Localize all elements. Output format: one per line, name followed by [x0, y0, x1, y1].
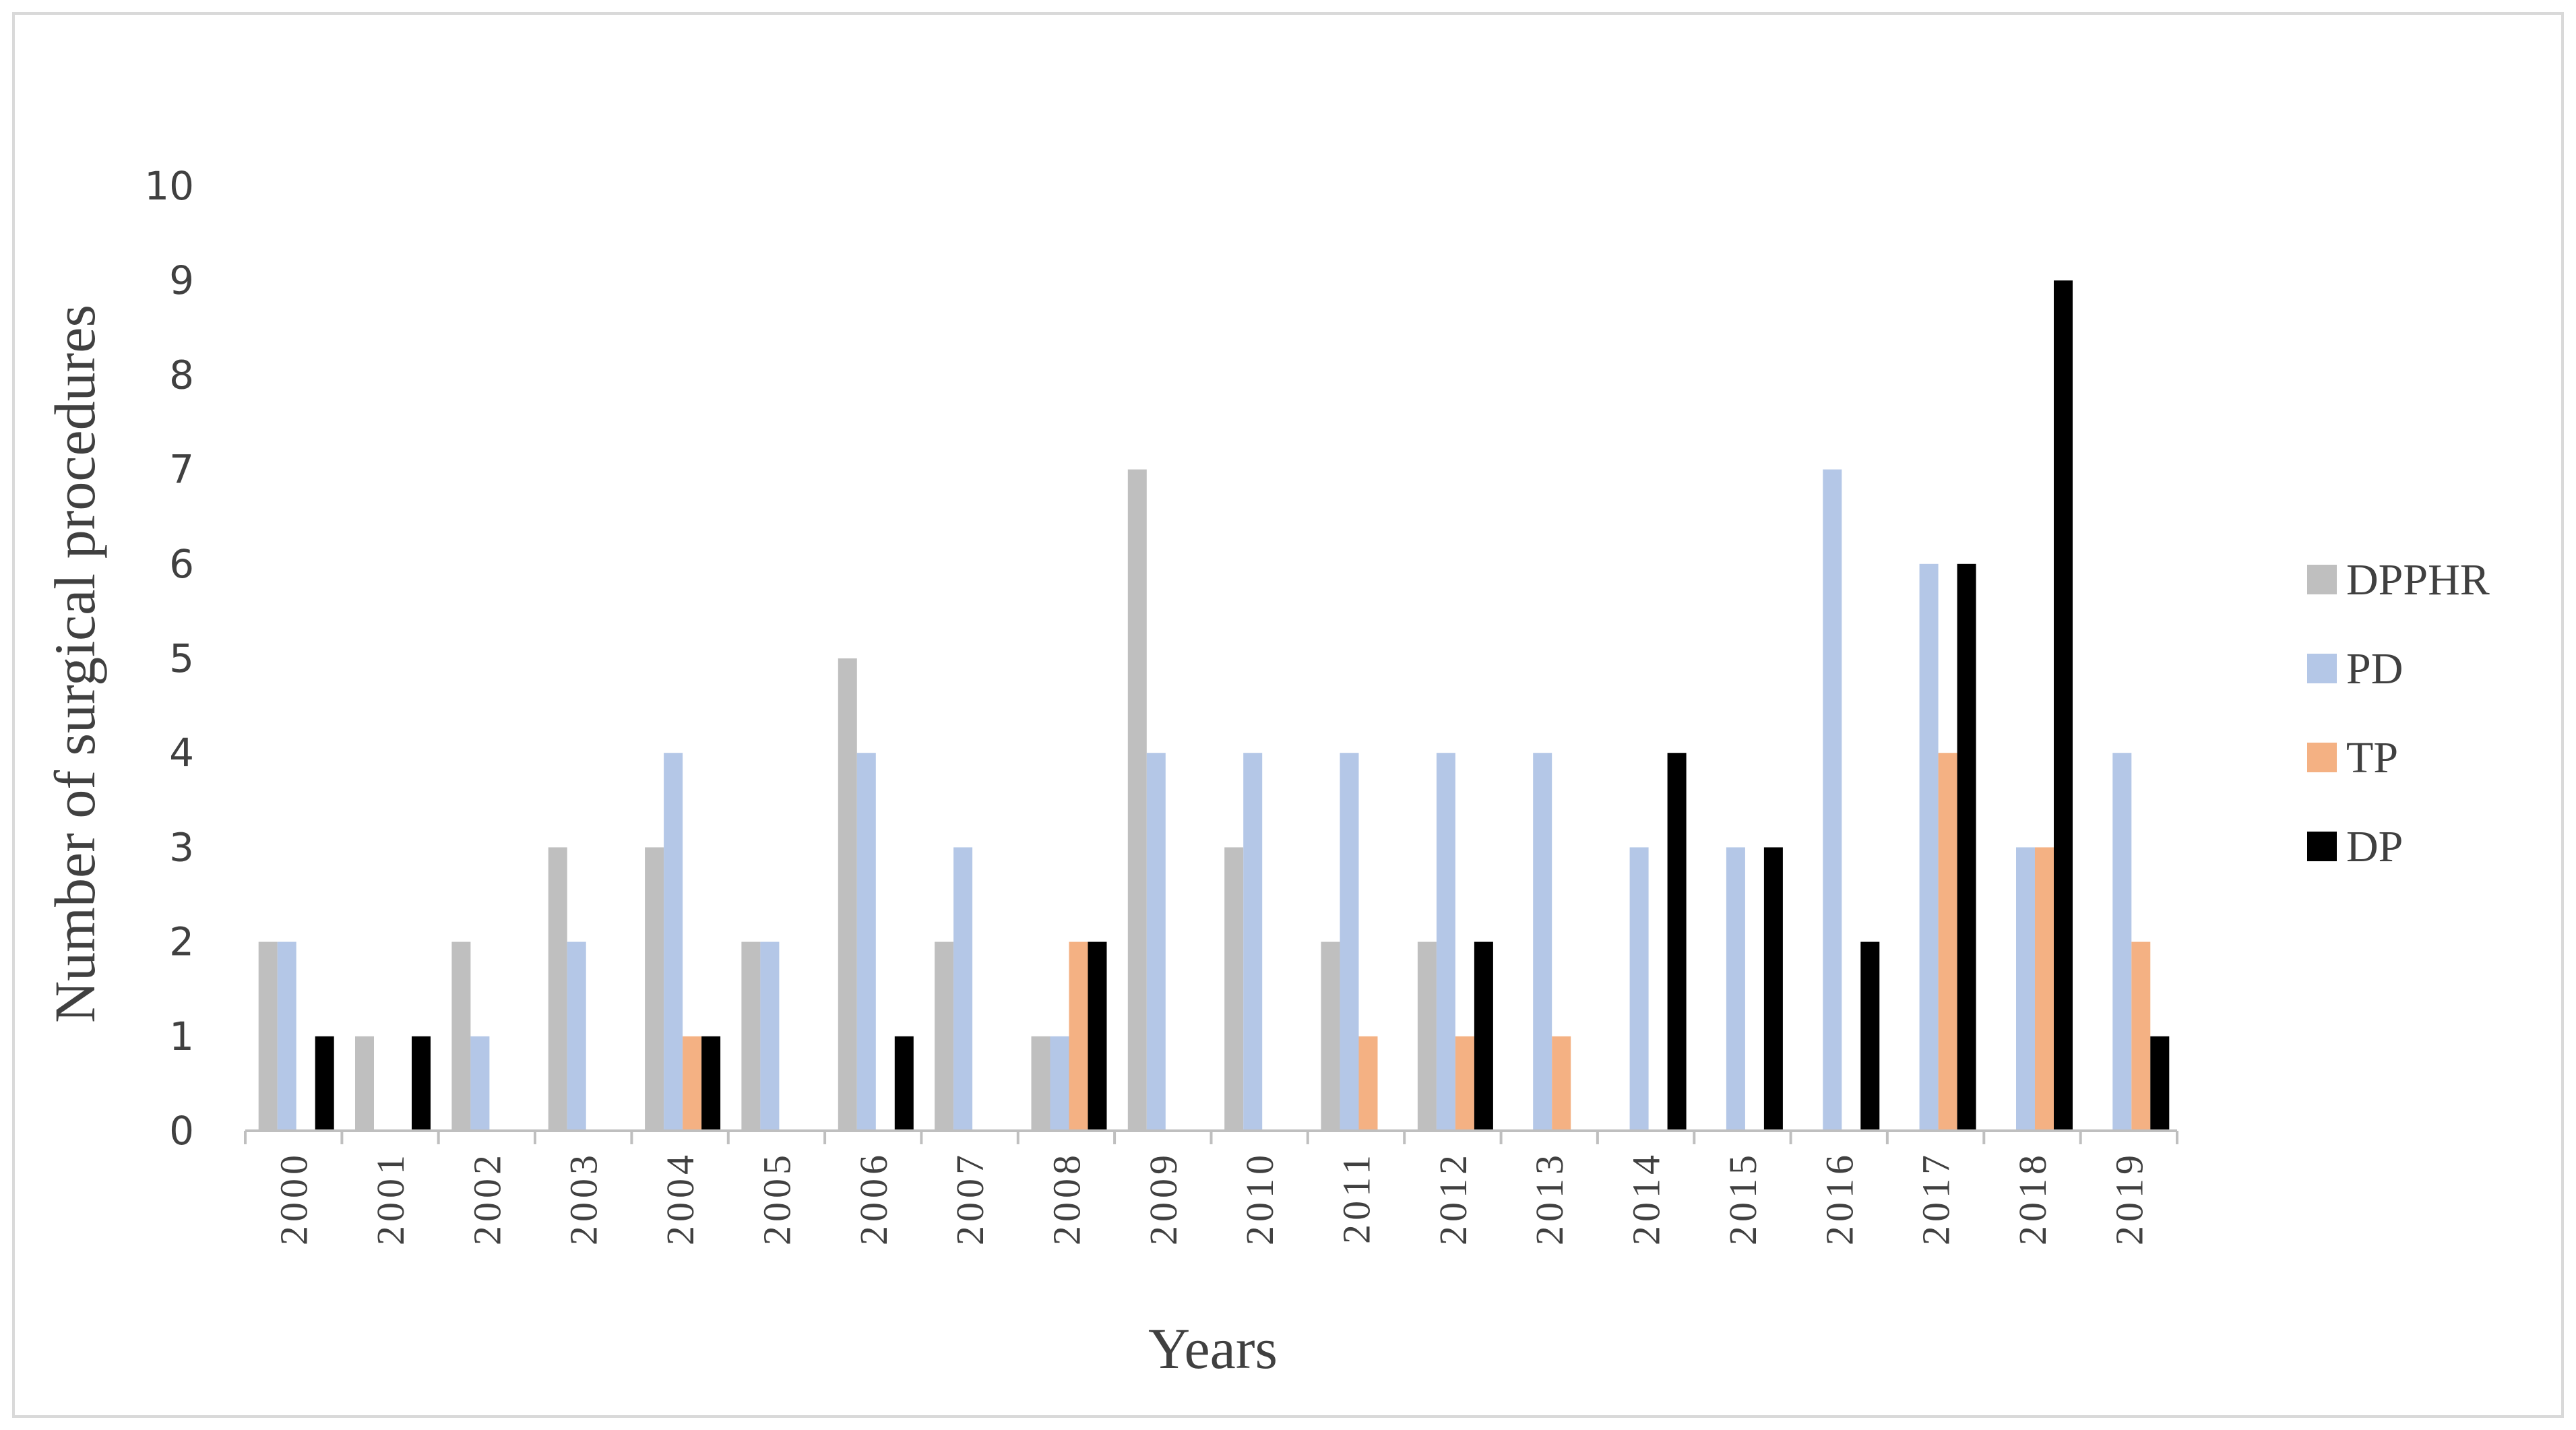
- legend-swatch-dpphr: [2307, 565, 2337, 594]
- bar-tp-2008: [1069, 941, 1088, 1131]
- y-tick-label: 4: [169, 730, 194, 776]
- bar-dp-2008: [1088, 941, 1107, 1131]
- chart-frame: [12, 12, 2564, 1418]
- bar-pd-2011: [1340, 753, 1359, 1131]
- legend-label-tp: TP: [2346, 733, 2398, 782]
- bar-dpphr-2003: [548, 847, 567, 1131]
- y-tick-label: 0: [169, 1108, 194, 1154]
- x-axis-ticks: 2000 2001 2002 2003 2004 2005 2006 2007 2008 2009…: [244, 1131, 2178, 1245]
- x-tick-label: 2019: [2107, 1151, 2151, 1245]
- bar-dp-2012: [1474, 941, 1493, 1131]
- bar-pd-2002: [470, 1036, 490, 1131]
- bar-dp-2001: [412, 1036, 431, 1131]
- bar-dp-2004: [701, 1036, 721, 1131]
- bar-pd-2003: [567, 941, 586, 1131]
- x-tick-label: 2018: [2011, 1151, 2054, 1245]
- y-axis-title: Number of surgical procedures: [42, 305, 107, 1023]
- bar-pd-2014: [1629, 847, 1649, 1131]
- x-tick-label: 2012: [1431, 1151, 1475, 1245]
- legend-label-dpphr: DPPHR: [2346, 555, 2490, 604]
- bar-dp-2014: [1667, 753, 1687, 1131]
- bar-tp-2018: [2035, 847, 2054, 1131]
- x-tick-label: 2001: [369, 1151, 412, 1245]
- bar-pd-2005: [760, 941, 780, 1131]
- y-tick-label: 9: [169, 257, 194, 303]
- x-tick-label: 2016: [1817, 1151, 1861, 1245]
- y-tick-label: 8: [169, 352, 194, 398]
- bar-dpphr-2002: [451, 941, 471, 1131]
- bar-dpphr-2001: [355, 1036, 374, 1131]
- bar-dp-2017: [1957, 563, 1976, 1131]
- bar-dpphr-2007: [935, 941, 954, 1131]
- bar-dp-2006: [894, 1036, 914, 1131]
- x-tick-label: 2009: [1141, 1151, 1185, 1245]
- bar-pd-2008: [1050, 1036, 1069, 1131]
- y-tick-label: 7: [169, 447, 194, 493]
- bar-tp-2017: [1938, 753, 1957, 1131]
- bar-pd-2004: [664, 753, 683, 1131]
- bar-dpphr-2010: [1224, 847, 1244, 1131]
- bar-dpphr-2006: [838, 658, 857, 1131]
- bar-pd-2018: [2016, 847, 2035, 1131]
- x-axis-title: Years: [1148, 1316, 1278, 1381]
- bar-pd-2019: [2112, 753, 2132, 1131]
- bars-layer: [258, 280, 2170, 1131]
- x-tick-label: 2004: [658, 1151, 702, 1245]
- bar-pd-2015: [1726, 847, 1745, 1131]
- x-tick-label: 2014: [1625, 1151, 1668, 1245]
- x-tick-label: 2007: [948, 1151, 992, 1245]
- x-tick-label: 2006: [852, 1151, 896, 1245]
- bar-dpphr-2000: [258, 941, 278, 1131]
- x-tick-label: 2003: [562, 1151, 606, 1245]
- bar-dp-2018: [2054, 280, 2073, 1131]
- bar-dp-2000: [315, 1036, 334, 1131]
- bar-pd-2016: [1823, 469, 1842, 1131]
- x-tick-label: 2011: [1335, 1151, 1379, 1244]
- x-tick-label: 2005: [755, 1151, 798, 1245]
- x-tick-label: 2015: [1721, 1151, 1765, 1245]
- bar-pd-2000: [277, 941, 296, 1131]
- bar-tp-2013: [1552, 1036, 1571, 1131]
- legend-label-dp: DP: [2346, 822, 2403, 871]
- legend-swatch-pd: [2307, 654, 2337, 683]
- bar-pd-2007: [953, 847, 973, 1131]
- legend-label-pd: PD: [2346, 644, 2403, 693]
- bar-pd-2013: [1533, 753, 1552, 1131]
- bar-pd-2017: [1919, 563, 1939, 1131]
- y-tick-label: 1: [169, 1014, 194, 1059]
- bar-tp-2019: [2131, 941, 2151, 1131]
- bar-dpphr-2009: [1127, 469, 1147, 1131]
- bar-dpphr-2011: [1321, 941, 1340, 1131]
- y-tick-label: 6: [169, 541, 194, 587]
- bar-tp-2011: [1358, 1036, 1378, 1131]
- bar-dpphr-2004: [645, 847, 664, 1131]
- bar-dpphr-2008: [1031, 1036, 1050, 1131]
- legend-swatch-dp: [2307, 832, 2337, 861]
- x-tick-label: 2000: [272, 1151, 316, 1245]
- x-tick-label: 2010: [1238, 1151, 1282, 1245]
- bar-tp-2012: [1455, 1036, 1474, 1131]
- bar-dp-2015: [1763, 847, 1783, 1131]
- bar-dp-2016: [1860, 941, 1880, 1131]
- y-tick-label: 10: [144, 163, 194, 209]
- x-tick-label: 2008: [1045, 1151, 1089, 1245]
- y-tick-label: 2: [169, 919, 194, 965]
- x-tick-label: 2013: [1528, 1151, 1571, 1245]
- x-tick-label: 2017: [1914, 1151, 1958, 1245]
- bar-dp-2019: [2150, 1036, 2170, 1131]
- bar-pd-2010: [1243, 753, 1263, 1131]
- legend: DPPHR PD TP DP: [2307, 555, 2490, 871]
- bar-tp-2004: [683, 1036, 702, 1131]
- y-tick-label: 3: [169, 824, 194, 870]
- legend-swatch-tp: [2307, 743, 2337, 772]
- y-axis-ticks: 0 1 2 3 4 5 6 7 8 9 10: [144, 163, 194, 1154]
- bar-dpphr-2005: [741, 941, 761, 1131]
- bar-pd-2012: [1436, 753, 1455, 1131]
- x-tick-label: 2002: [465, 1151, 509, 1245]
- bar-dpphr-2012: [1417, 941, 1437, 1131]
- bar-pd-2006: [856, 753, 876, 1131]
- y-tick-label: 5: [169, 635, 194, 681]
- bar-pd-2009: [1146, 753, 1166, 1131]
